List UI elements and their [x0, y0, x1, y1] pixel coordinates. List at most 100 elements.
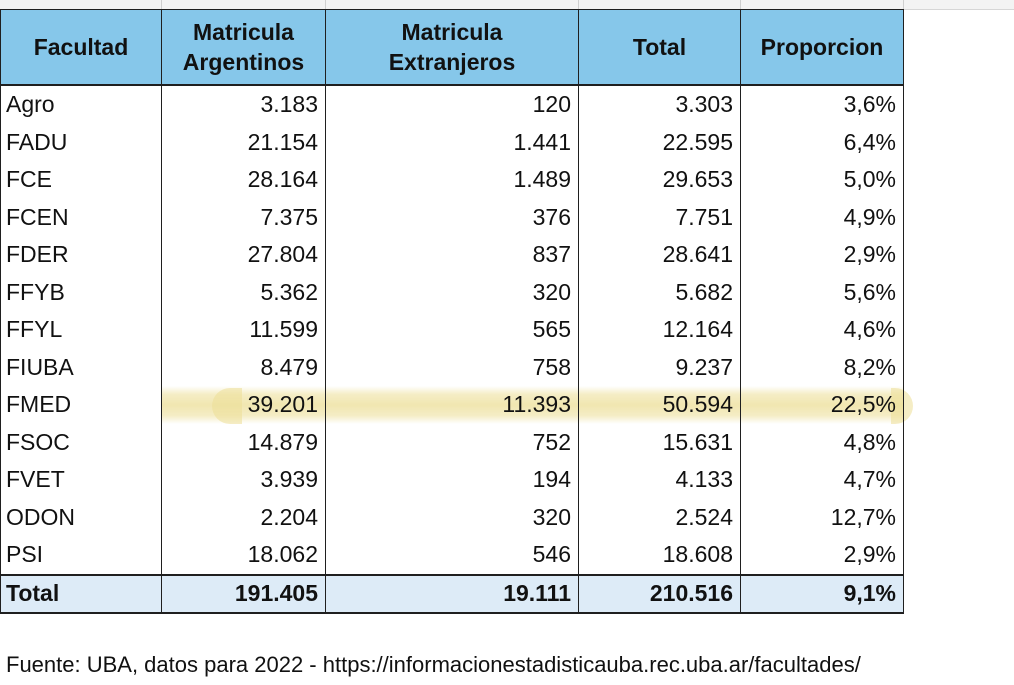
table-row: FFYB 5.362 320 5.682 5,6%: [0, 273, 904, 311]
total-extranjeros[interactable]: 19.111: [325, 573, 579, 614]
cell-facultad[interactable]: FMED: [0, 386, 162, 424]
table-row: FSOC 14.879 752 15.631 4,8%: [0, 423, 904, 461]
cell-extranjeros[interactable]: 376: [325, 198, 579, 236]
cell-proporcion[interactable]: 5,6%: [740, 273, 904, 311]
cell-extranjeros[interactable]: 546: [325, 536, 579, 575]
table-row: FDER 27.804 837 28.641 2,9%: [0, 236, 904, 274]
enrollment-table: Facultad Matricula Argentinos Matricula …: [0, 9, 904, 614]
cell-argentinos[interactable]: 5.362: [161, 273, 326, 311]
cell-facultad[interactable]: FCEN: [0, 198, 162, 236]
cell-extranjeros[interactable]: 1.489: [325, 161, 579, 199]
cell-extranjeros[interactable]: 120: [325, 85, 579, 124]
cell-total[interactable]: 28.641: [578, 236, 741, 274]
header-matricula-argentinos[interactable]: Matricula Argentinos: [161, 9, 326, 86]
table-row: PSI 18.062 546 18.608 2,9%: [0, 536, 904, 575]
cell-total[interactable]: 22.595: [578, 123, 741, 161]
cell-total[interactable]: 50.594: [578, 386, 741, 424]
cell-proporcion[interactable]: 2,9%: [740, 536, 904, 575]
header-extranjeros-line2: Extranjeros: [388, 49, 516, 75]
cell-proporcion[interactable]: 8,2%: [740, 348, 904, 386]
cell-facultad[interactable]: FSOC: [0, 423, 162, 461]
header-argentinos-line2: Argentinos: [182, 49, 305, 75]
cell-argentinos[interactable]: 27.804: [161, 236, 326, 274]
cell-argentinos[interactable]: 39.201: [161, 386, 326, 424]
cell-proporcion[interactable]: 6,4%: [740, 123, 904, 161]
total-row: Total 191.405 19.111 210.516 9,1%: [0, 573, 904, 614]
total-row-label[interactable]: Total: [0, 573, 162, 614]
header-extranjeros-line1: Matricula: [401, 19, 503, 45]
cell-extranjeros[interactable]: 194: [325, 461, 579, 499]
cell-total[interactable]: 5.682: [578, 273, 741, 311]
cell-proporcion[interactable]: 12,7%: [740, 498, 904, 536]
header-matricula-extranjeros[interactable]: Matricula Extranjeros: [325, 9, 579, 86]
cell-proporcion[interactable]: 3,6%: [740, 85, 904, 124]
cell-facultad[interactable]: FFYB: [0, 273, 162, 311]
cell-total[interactable]: 29.653: [578, 161, 741, 199]
cell-extranjeros[interactable]: 1.441: [325, 123, 579, 161]
cell-argentinos[interactable]: 18.062: [161, 536, 326, 575]
cell-extranjeros[interactable]: 320: [325, 273, 579, 311]
cell-argentinos[interactable]: 3.939: [161, 461, 326, 499]
cell-proporcion[interactable]: 4,8%: [740, 423, 904, 461]
cell-argentinos[interactable]: 11.599: [161, 311, 326, 349]
cell-facultad[interactable]: FDER: [0, 236, 162, 274]
cell-extranjeros[interactable]: 11.393: [325, 386, 579, 424]
total-total[interactable]: 210.516: [578, 573, 741, 614]
cell-argentinos[interactable]: 21.154: [161, 123, 326, 161]
cell-argentinos[interactable]: 3.183: [161, 85, 326, 124]
cell-total[interactable]: 18.608: [578, 536, 741, 575]
cell-total[interactable]: 7.751: [578, 198, 741, 236]
cell-argentinos[interactable]: 7.375: [161, 198, 326, 236]
cell-total[interactable]: 15.631: [578, 423, 741, 461]
cell-proporcion[interactable]: 4,9%: [740, 198, 904, 236]
cell-proporcion[interactable]: 4,6%: [740, 311, 904, 349]
cell-proporcion[interactable]: 2,9%: [740, 236, 904, 274]
cell-extranjeros[interactable]: 752: [325, 423, 579, 461]
cell-proporcion[interactable]: 22,5%: [740, 386, 904, 424]
table-row: ODON 2.204 320 2.524 12,7%: [0, 498, 904, 536]
table-header-row: Facultad Matricula Argentinos Matricula …: [0, 9, 904, 86]
total-argentinos[interactable]: 191.405: [161, 573, 326, 614]
table-row: Agro 3.183 120 3.303 3,6%: [0, 85, 904, 124]
cell-facultad[interactable]: FFYL: [0, 311, 162, 349]
cell-total[interactable]: 3.303: [578, 85, 741, 124]
table-row: FCEN 7.375 376 7.751 4,9%: [0, 198, 904, 236]
table-row: FADU 21.154 1.441 22.595 6,4%: [0, 123, 904, 161]
cell-proporcion[interactable]: 4,7%: [740, 461, 904, 499]
table-body: Agro 3.183 120 3.303 3,6% FADU 21.154 1.441 22.5…: [0, 85, 904, 575]
cell-argentinos[interactable]: 14.879: [161, 423, 326, 461]
cell-facultad[interactable]: FCE: [0, 161, 162, 199]
header-total[interactable]: Total: [578, 9, 741, 86]
cell-facultad[interactable]: FIUBA: [0, 348, 162, 386]
cell-total[interactable]: 4.133: [578, 461, 741, 499]
header-proporcion[interactable]: Proporcion: [740, 9, 904, 86]
cell-facultad[interactable]: FVET: [0, 461, 162, 499]
cell-facultad[interactable]: FADU: [0, 123, 162, 161]
cell-argentinos[interactable]: 8.479: [161, 348, 326, 386]
source-note: Fuente: UBA, datos para 2022 - https://i…: [6, 652, 861, 677]
header-argentinos-line1: Matricula: [193, 19, 294, 45]
total-proporcion[interactable]: 9,1%: [740, 573, 904, 614]
cell-total[interactable]: 12.164: [578, 311, 741, 349]
cell-facultad[interactable]: ODON: [0, 498, 162, 536]
cell-extranjeros[interactable]: 837: [325, 236, 579, 274]
cell-total[interactable]: 2.524: [578, 498, 741, 536]
cell-extranjeros[interactable]: 320: [325, 498, 579, 536]
cell-extranjeros[interactable]: 565: [325, 311, 579, 349]
table-row: FFYL 11.599 565 12.164 4,6%: [0, 311, 904, 349]
cell-argentinos[interactable]: 2.204: [161, 498, 326, 536]
cell-argentinos[interactable]: 28.164: [161, 161, 326, 199]
cell-extranjeros[interactable]: 758: [325, 348, 579, 386]
cell-facultad[interactable]: Agro: [0, 85, 162, 124]
cell-proporcion[interactable]: 5,0%: [740, 161, 904, 199]
table-row: FVET 3.939 194 4.133 4,7%: [0, 461, 904, 499]
header-facultad-label: Facultad: [33, 34, 129, 60]
table-row: FMED 39.201 11.393 50.594 22,5%: [0, 386, 904, 424]
header-total-label: Total: [632, 34, 687, 60]
header-facultad[interactable]: Facultad: [0, 9, 162, 86]
table-row: FCE 28.164 1.489 29.653 5,0%: [0, 161, 904, 199]
cell-total[interactable]: 9.237: [578, 348, 741, 386]
table-row: FIUBA 8.479 758 9.237 8,2%: [0, 348, 904, 386]
cell-facultad[interactable]: PSI: [0, 536, 162, 575]
